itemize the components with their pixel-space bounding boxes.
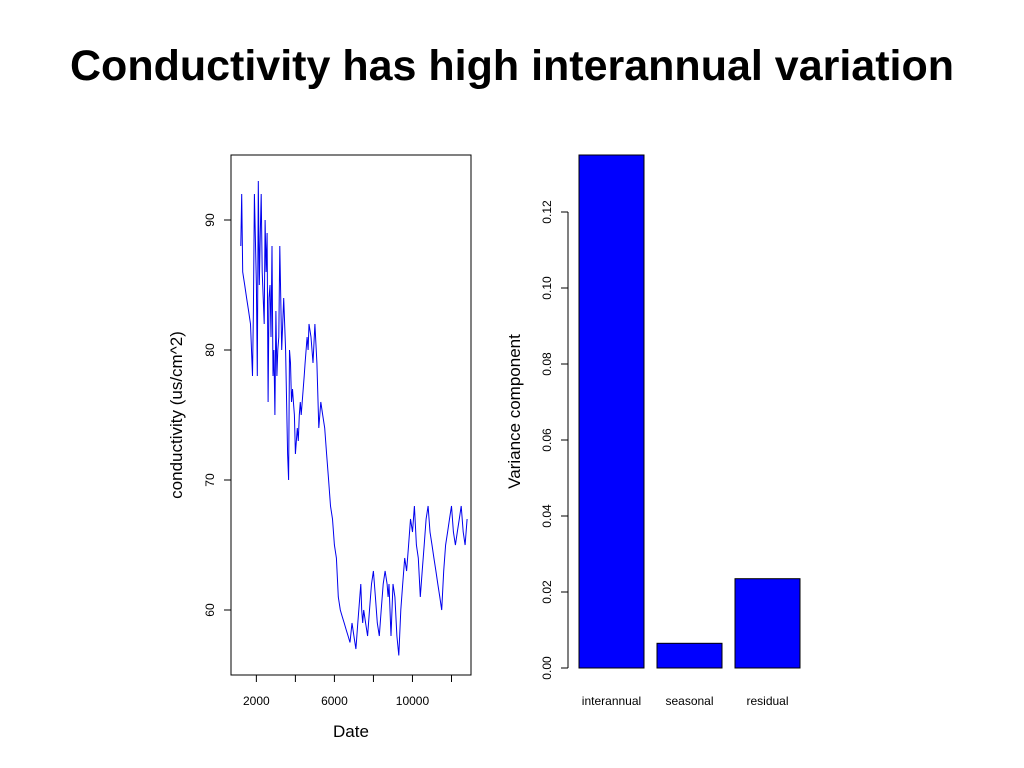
x-tick-label: 2000 [243,694,270,708]
y-tick-label: 80 [203,343,217,357]
y-tick-label: 0.08 [540,352,554,376]
y-axis-title: Variance component [505,334,524,489]
y-tick-label: 0.04 [540,504,554,528]
y-tick-label: 0.00 [540,656,554,680]
conductivity-series-line [240,180,468,656]
bar-seasonal [656,642,723,669]
y-tick-label: 0.12 [540,200,554,224]
plot-frame [230,154,472,676]
slide-title: Conductivity has high interannual variat… [70,42,954,90]
x-axis-title: Date [333,722,369,741]
x-tick-label: 10000 [396,694,430,708]
y-axis-title: conductivity (us/cm^2) [167,331,186,499]
y-tick-label: 0.06 [540,428,554,452]
y-tick-label: 70 [203,473,217,487]
bar-interannual [578,154,645,669]
y-tick-label: 0.02 [540,580,554,604]
bar-residual [734,578,801,669]
x-tick-label: 6000 [321,694,348,708]
category-label: seasonal [665,694,713,708]
y-tick-label: 60 [203,603,217,617]
conductivity-line-chart: 2000 6000 10000 60 70 80 90 Date conductivity (u… [167,154,472,741]
category-label: residual [746,694,788,708]
y-tick-label: 0.10 [540,276,554,300]
category-label: interannual [582,694,641,708]
y-tick-label: 90 [203,213,217,227]
variance-bar-chart: 0.00 0.02 0.04 0.06 0.08 0.10 0.12 interannual s… [505,154,801,708]
